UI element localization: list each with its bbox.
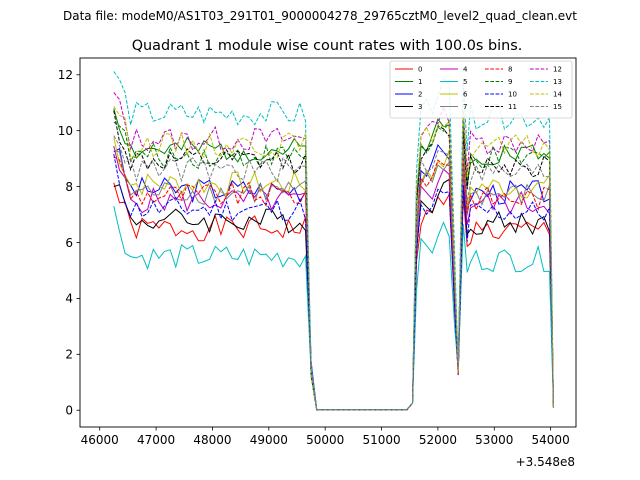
series-line-6 xyxy=(113,137,554,411)
series-line-13 xyxy=(113,71,554,411)
x-tick-label: 54000 xyxy=(532,433,570,447)
x-offset-label: +3.548e8 xyxy=(516,455,575,469)
y-tick-label: 6 xyxy=(65,236,73,250)
series-line-0 xyxy=(113,182,554,411)
series-line-15 xyxy=(113,135,554,411)
legend-label-9: 9 xyxy=(508,78,512,86)
y-tick-label: 12 xyxy=(58,68,73,82)
series-line-10 xyxy=(113,154,554,411)
series-line-3 xyxy=(113,178,554,411)
x-tick-label: 50000 xyxy=(306,433,344,447)
x-tick-label: 47000 xyxy=(137,433,175,447)
series-line-11 xyxy=(113,110,554,411)
y-axis: 0 2 4 6 8 10 12 xyxy=(58,68,80,418)
legend-label-8: 8 xyxy=(508,66,512,74)
legend-label-13: 13 xyxy=(553,78,562,86)
series-line-2 xyxy=(113,143,554,411)
series-line-5 xyxy=(113,205,554,411)
legend-label-10: 10 xyxy=(508,91,517,99)
x-tick-label: 52000 xyxy=(419,433,457,447)
legend-label-2: 2 xyxy=(418,91,422,99)
series-line-8 xyxy=(113,156,554,411)
x-tick-label: 53000 xyxy=(475,433,513,447)
chart-suptitle: Data file: modeM0/AS1T03_291T01_90000042… xyxy=(63,9,577,23)
legend-label-12: 12 xyxy=(553,66,562,74)
x-tick-label: 51000 xyxy=(362,433,400,447)
legend-box xyxy=(389,60,573,119)
y-tick-label: 10 xyxy=(58,124,73,138)
y-tick-label: 4 xyxy=(65,292,73,306)
legend-label-0: 0 xyxy=(418,66,422,74)
legend-label-7: 7 xyxy=(463,103,467,111)
series-line-4 xyxy=(113,145,554,411)
series-line-12 xyxy=(113,92,554,411)
series-line-14 xyxy=(113,106,554,411)
chart-title: Quadrant 1 module wise count rates with … xyxy=(132,38,523,54)
plot-series xyxy=(113,71,554,411)
y-tick-label: 2 xyxy=(65,348,73,362)
legend-label-15: 15 xyxy=(553,103,562,111)
x-tick-label: 49000 xyxy=(250,433,288,447)
x-axis: 46000 47000 48000 49000 50000 51000 52000 53000… xyxy=(81,427,570,447)
x-tick-label: 48000 xyxy=(193,433,231,447)
legend-label-11: 11 xyxy=(508,103,517,111)
legend-label-6: 6 xyxy=(463,91,468,99)
legend-label-3: 3 xyxy=(418,103,422,111)
y-tick-label: 8 xyxy=(65,180,73,194)
legend-label-14: 14 xyxy=(553,91,562,99)
legend-label-1: 1 xyxy=(418,78,422,86)
x-tick-label: 46000 xyxy=(81,433,119,447)
legend-label-5: 5 xyxy=(463,78,467,86)
y-tick-label: 0 xyxy=(65,404,73,418)
legend-label-4: 4 xyxy=(463,66,468,74)
